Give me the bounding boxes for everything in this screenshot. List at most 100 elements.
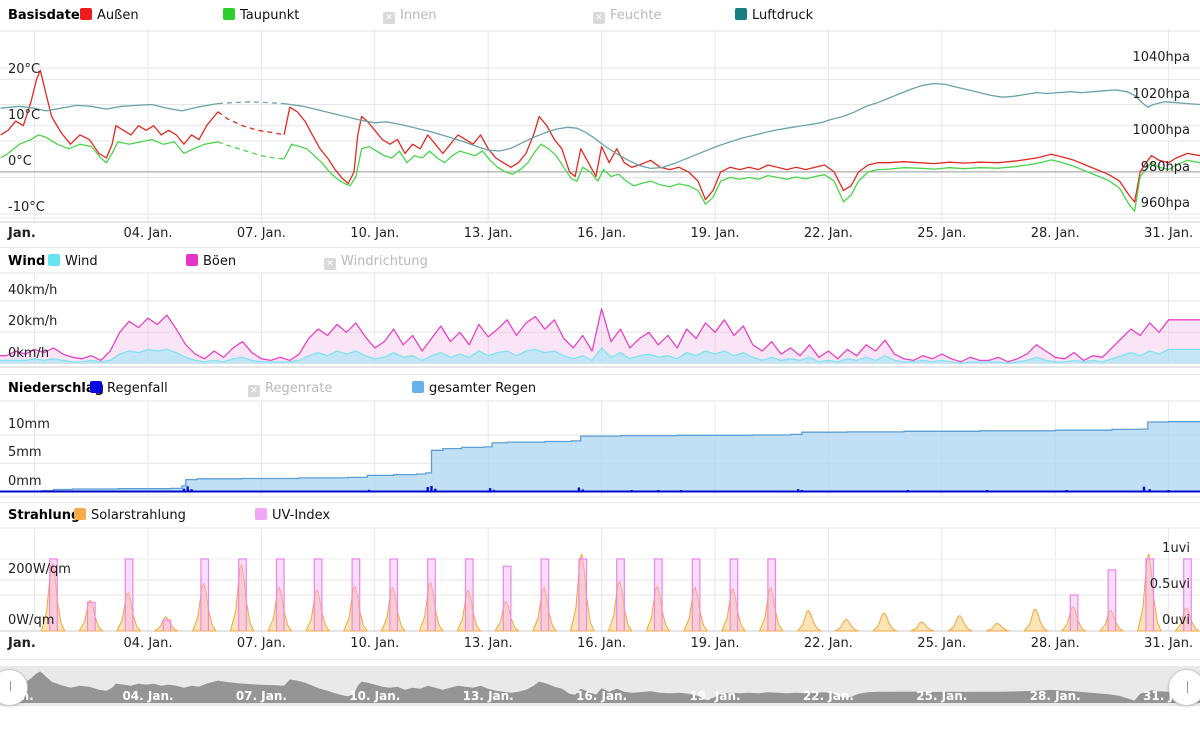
solar-spike (229, 563, 255, 632)
panel-title-niederschlag: Niederschlag (8, 381, 104, 396)
y-label-pressure: 1040hpa (1132, 50, 1190, 65)
solar-spike (494, 600, 520, 632)
x-tick-label: 13. Jan. (463, 636, 513, 651)
legend-wind: Wind Wind Böen ✕ Windrichtung (0, 252, 1200, 272)
legend-item-auen[interactable]: Außen (80, 8, 139, 23)
legend-item-label: Regenfall (107, 381, 168, 396)
uv-spike (389, 558, 399, 631)
series-luftdruck-line (0, 102, 219, 112)
legend-item-solarstrahlung[interactable]: Solarstrahlung (74, 508, 186, 523)
solar-spike (1174, 607, 1200, 632)
navigator-tick-label: Jan. (8, 689, 34, 703)
series-wind-line (0, 347, 1200, 365)
uv-spike (1145, 558, 1155, 631)
plot-area-basisdaten[interactable] (0, 30, 1200, 222)
legend-item-innen[interactable]: ✕ Innen (383, 8, 437, 24)
series-wind-area (0, 347, 1200, 364)
uv-spike (616, 558, 625, 631)
navigator-tick-label: 22. Jan. (802, 689, 854, 703)
solar-spike (796, 609, 823, 632)
solar-spike (456, 589, 482, 632)
y-label-rain: 10mm (8, 417, 50, 432)
y-label-rain: 0mm (8, 473, 42, 489)
uv-spike (502, 565, 512, 631)
regenfall-bar (190, 489, 193, 492)
handle-grip-icon (1186, 681, 1188, 694)
navigator-handle-right[interactable] (1168, 669, 1200, 706)
series-auen-line (0, 69, 219, 159)
x-tick-label: 04. Jan. (123, 226, 173, 241)
navigator-tick-label: 13. Jan. (462, 689, 514, 703)
solar-spike (569, 552, 595, 632)
legend-item-regenrate[interactable]: ✕ Regenrate (248, 381, 332, 397)
panel-title-basisdaten: Basisdaten (8, 8, 89, 23)
uv-spike (464, 558, 474, 631)
plot-area-strahlung[interactable] (0, 528, 1200, 631)
panel-title-strahlung: Strahlung (8, 508, 81, 523)
y-label-uvi: 0uvi (1162, 613, 1190, 628)
y-label-rain: 5mm (8, 445, 42, 461)
x-tick-label: Jan. (8, 636, 36, 651)
series-taupunkt-line-gap (217, 141, 285, 160)
series-swatch-icon (735, 8, 747, 20)
legend-item-feuchte[interactable]: ✕ Feuchte (593, 8, 662, 24)
x-tick-label: 22. Jan. (803, 636, 853, 651)
y-label-solar: 200W/qm (8, 562, 71, 577)
y-label-pressure: 1000hpa (1132, 123, 1190, 138)
regenfall-bar (434, 488, 437, 492)
legend-item-wind[interactable]: Wind (48, 254, 98, 269)
uv-spike (313, 558, 323, 631)
legend-item-luftdruck[interactable]: Luftdruck (735, 8, 813, 23)
x-tick-label: 22. Jan. (803, 226, 853, 241)
uv-spike (1107, 569, 1117, 631)
handle-grip-icon (9, 681, 11, 694)
x-tick-label: 10. Jan. (350, 226, 400, 241)
y-label-temp: 20°C (8, 61, 41, 77)
solar-spike (758, 586, 784, 632)
solar-spike (871, 612, 899, 632)
x-tick-label: 31. Jan. (1144, 226, 1194, 241)
x-tick-label: 13. Jan. (463, 226, 513, 241)
x-tick-label: 31. Jan. (1144, 636, 1194, 651)
x-tick-label: 19. Jan. (690, 636, 740, 651)
regenfall-bar (430, 485, 433, 492)
y-label-pressure: 980hpa (1140, 159, 1190, 175)
solar-spike (191, 582, 217, 632)
legend-item-label: Wind (65, 254, 98, 269)
x-tick-label: Jan. (8, 226, 36, 241)
legend-item-taupunkt[interactable]: Taupunkt (223, 8, 299, 23)
series-swatch-icon (255, 508, 267, 520)
uv-spike (653, 558, 663, 631)
disabled-series-icon: ✕ (383, 12, 395, 24)
y-label-temp: -10°C (8, 200, 45, 216)
x-tick-label: 07. Jan. (236, 226, 286, 241)
legend-item-uvindex[interactable]: UV-Index (255, 508, 330, 523)
regenfall-bar (1148, 489, 1151, 492)
panel-title-wind: Wind (8, 254, 46, 269)
legend-item-label: Luftdruck (752, 8, 814, 23)
y-label-temp: 10°C (8, 107, 41, 123)
solar-spike (532, 586, 558, 632)
uv-spike (351, 558, 361, 631)
navigator-tick-label: 19. Jan. (689, 689, 741, 703)
x-tick-label: 07. Jan. (236, 636, 286, 651)
legend-item-label: Böen (203, 254, 237, 269)
uv-spike (162, 619, 172, 631)
solar-spike (645, 585, 671, 632)
x-tick-label: 28. Jan. (1030, 636, 1080, 651)
series-swatch-icon (186, 254, 198, 266)
uv-spike (124, 558, 134, 631)
legend-item-label: Innen (400, 8, 437, 23)
legend-item-regenfall[interactable]: Regenfall (90, 381, 168, 396)
legend-item-label: Solarstrahlung (91, 508, 186, 523)
legend-item-ben[interactable]: Böen (186, 254, 236, 269)
solar-spike (305, 589, 331, 632)
uv-spike (767, 558, 777, 631)
x-tick-label: 16. Jan. (577, 226, 627, 241)
series-taupunkt-line (283, 143, 1200, 212)
solar-spike (343, 585, 369, 632)
uv-spike (86, 601, 96, 631)
y-label-uvi: 1uvi (1162, 541, 1190, 556)
legend-item-gesamterregen[interactable]: gesamter Regen (412, 381, 536, 396)
legend-item-windrichtung[interactable]: ✕ Windrichtung (324, 254, 428, 270)
